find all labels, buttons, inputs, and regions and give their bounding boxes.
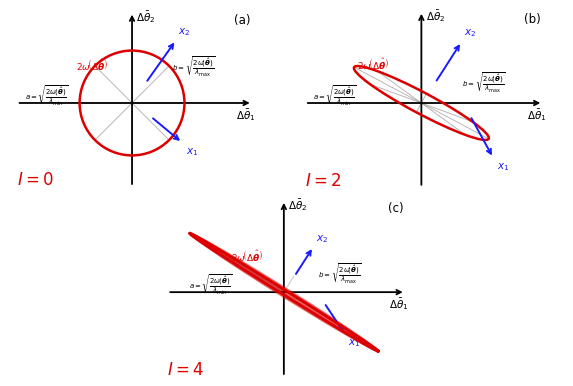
Text: $\Delta\bar{\theta}_1$: $\Delta\bar{\theta}_1$: [236, 107, 256, 123]
Text: $b = \sqrt{\dfrac{2\omega\!\left(\hat{\boldsymbol{\theta}}\right)}{\lambda_{\max: $b = \sqrt{\dfrac{2\omega\!\left(\hat{\b…: [172, 54, 215, 78]
Text: $x_2$: $x_2$: [178, 26, 190, 38]
Text: $x_1$: $x_1$: [497, 161, 509, 173]
Text: $a = \sqrt{\dfrac{2\omega\!\left(\hat{\boldsymbol{\theta}}\right)}{\lambda_{\min: $a = \sqrt{\dfrac{2\omega\!\left(\hat{\b…: [313, 83, 357, 107]
Text: (b): (b): [524, 13, 541, 26]
Text: $\Delta\bar{\theta}_2$: $\Delta\bar{\theta}_2$: [426, 8, 445, 24]
Text: $\Delta\bar{\theta}_1$: $\Delta\bar{\theta}_1$: [527, 107, 546, 123]
Text: (c): (c): [388, 202, 403, 215]
Text: $a = \sqrt{\dfrac{2\omega\!\left(\hat{\boldsymbol{\theta}}\right)}{\lambda_{\min: $a = \sqrt{\dfrac{2\omega\!\left(\hat{\b…: [189, 272, 232, 296]
Text: $2\omega\!\left(\Delta\hat{\boldsymbol{\theta}}\right)$: $2\omega\!\left(\Delta\hat{\boldsymbol{\…: [358, 56, 390, 71]
Text: $\Delta\bar{\theta}_1$: $\Delta\bar{\theta}_1$: [389, 296, 409, 312]
Text: $\mathit{I}=4$: $\mathit{I}=4$: [167, 361, 204, 379]
Text: $b = \sqrt{\dfrac{2\omega\!\left(\hat{\boldsymbol{\theta}}\right)}{\lambda_{\max: $b = \sqrt{\dfrac{2\omega\!\left(\hat{\b…: [318, 261, 362, 285]
Text: $\mathit{I}=0$: $\mathit{I}=0$: [17, 171, 53, 189]
Text: $x_1$: $x_1$: [348, 338, 361, 349]
Text: $x_2$: $x_2$: [316, 233, 328, 244]
Text: (a): (a): [234, 14, 250, 27]
Text: $\Delta\bar{\theta}_2$: $\Delta\bar{\theta}_2$: [288, 197, 308, 213]
Text: $\mathit{I}=2$: $\mathit{I}=2$: [305, 172, 342, 190]
Text: $x_1$: $x_1$: [186, 146, 198, 158]
Text: $x_2$: $x_2$: [464, 28, 476, 39]
Text: $2\omega\!\left(\Delta\hat{\boldsymbol{\theta}}\right)$: $2\omega\!\left(\Delta\hat{\boldsymbol{\…: [76, 56, 108, 71]
Text: $a = \sqrt{\dfrac{2\omega\!\left(\hat{\boldsymbol{\theta}}\right)}{\lambda_{\min: $a = \sqrt{\dfrac{2\omega\!\left(\hat{\b…: [25, 83, 69, 107]
Text: $\Delta\bar{\theta}_2$: $\Delta\bar{\theta}_2$: [136, 8, 156, 25]
Text: $b = \sqrt{\dfrac{2\omega\!\left(\hat{\boldsymbol{\theta}}\right)}{\lambda_{\max: $b = \sqrt{\dfrac{2\omega\!\left(\hat{\b…: [462, 70, 505, 94]
Text: $2\omega\!\left(\Delta\hat{\boldsymbol{\theta}}\right)$: $2\omega\!\left(\Delta\hat{\boldsymbol{\…: [230, 247, 263, 262]
